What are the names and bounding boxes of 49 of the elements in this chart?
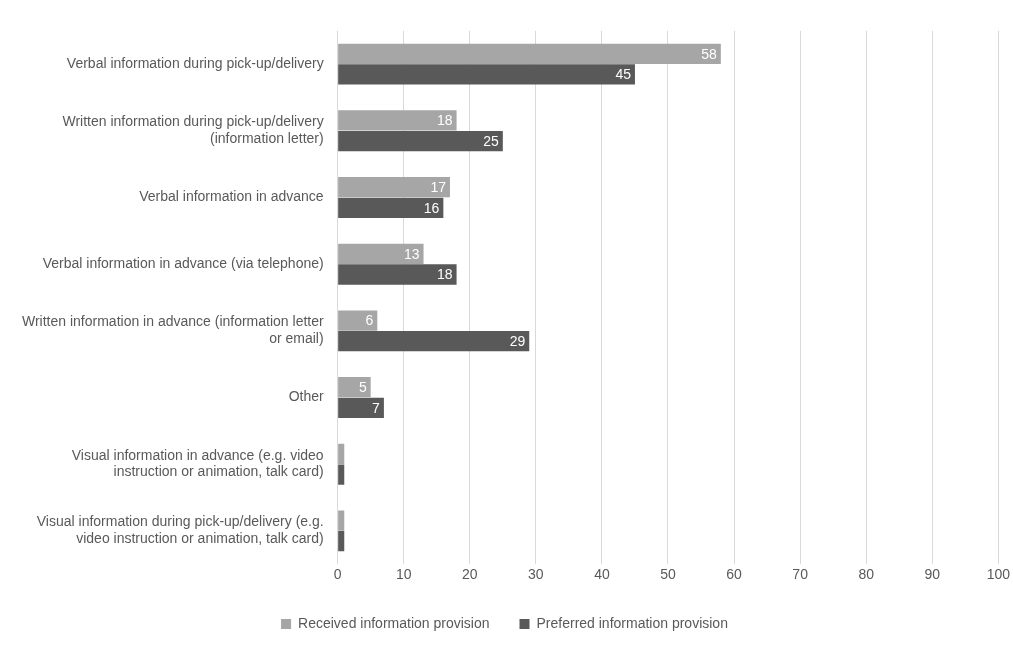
data-label: 6 [365,312,374,329]
bar [338,397,384,418]
y-tick-label: Written information in advance (information letter or email) [22,313,324,347]
y-tick-label: Visual information during pick-up/delivery (e.g. video instruction or animation, talk card) [36,513,324,547]
bar [338,510,345,531]
data-label: 17 [430,179,447,196]
y-tick-label: Verbal information in advance [139,188,324,205]
x-tick-label: 30 [528,566,544,583]
x-tick-label: 80 [858,566,875,583]
bar [338,331,530,352]
x-tick-label: 0 [333,566,342,583]
bar [338,377,371,398]
bar [338,464,345,485]
bar [338,197,444,218]
data-label: 29 [509,333,526,350]
data-label: 7 [372,399,381,416]
y-tick-label: Visual information in advance (e.g. video instruction or animation, talk card) [71,446,324,480]
data-label: 58 [701,45,718,62]
data-label: 45 [615,66,632,83]
bar [338,531,345,552]
bar [338,443,345,464]
data-label: 16 [423,199,440,216]
legend-label: Received information provision [298,614,490,631]
x-tick-label: 100 [986,566,1011,583]
x-tick-label: 60 [726,566,743,583]
y-tick-label: Verbal information during pick-up/delivery [66,55,324,71]
data-label: 5 [358,379,367,396]
bar [338,131,503,152]
x-tick-label: 10 [395,566,412,583]
x-tick-label: 50 [660,566,676,583]
x-tick-label: 90 [924,566,941,583]
bar [338,310,378,331]
y-tick-label: Other [288,388,324,405]
data-label: 18 [437,112,453,129]
data-label: 18 [437,266,453,283]
bar [338,43,721,64]
legend-label: Preferred information provision [536,614,728,631]
x-tick-label: 40 [594,566,610,583]
x-tick-label: 70 [792,566,809,583]
bar [338,177,450,198]
bar [338,64,635,85]
y-tick-label: Written information during pick-up/delivery (information letter) [62,113,324,147]
bar [338,110,457,131]
y-tick-label: Verbal information in advance (via telephone) [42,255,324,272]
bar [338,264,457,285]
data-label: 13 [403,245,420,262]
bar [338,243,424,264]
data-label: 25 [483,133,500,150]
x-tick-label: 20 [462,566,478,583]
